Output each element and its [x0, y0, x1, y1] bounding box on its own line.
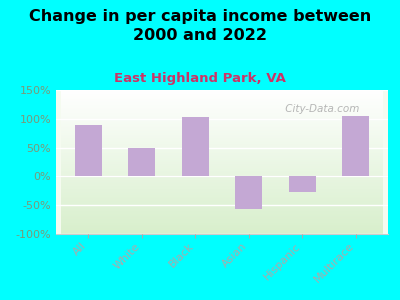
Bar	[128, 148, 155, 176]
Bar	[182, 117, 209, 176]
Bar	[289, 176, 316, 192]
Bar	[235, 176, 262, 209]
Text: Change in per capita income between
2000 and 2022: Change in per capita income between 2000…	[29, 9, 371, 43]
Bar	[342, 116, 369, 176]
Text: City-Data.com: City-Data.com	[282, 104, 359, 114]
Text: East Highland Park, VA: East Highland Park, VA	[114, 72, 286, 85]
Bar	[75, 124, 102, 176]
